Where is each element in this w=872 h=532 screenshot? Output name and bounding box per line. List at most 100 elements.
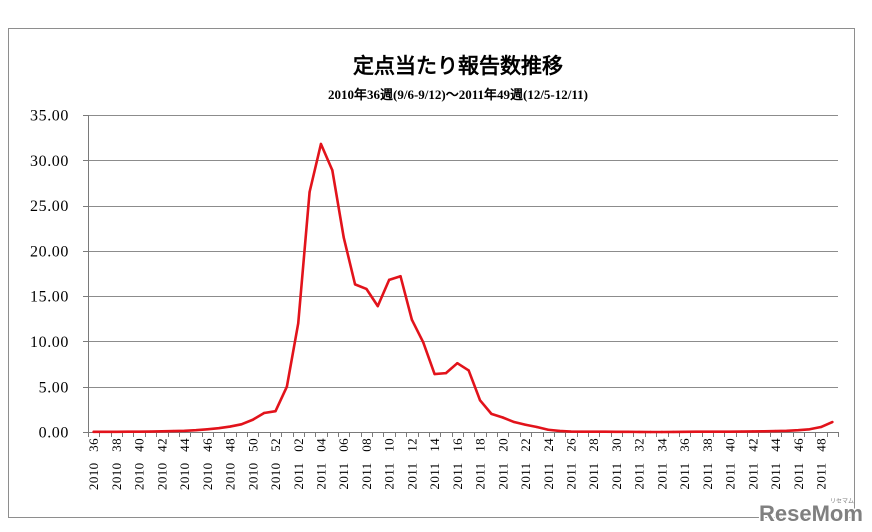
data-point xyxy=(217,427,220,430)
x-tick-label: 2011 38 xyxy=(700,438,715,490)
data-point xyxy=(501,416,504,419)
data-point xyxy=(615,430,618,434)
y-tick-label: 10.00 xyxy=(30,334,69,351)
data-point xyxy=(433,372,436,376)
data-point xyxy=(251,418,254,421)
x-tick-label: 2010 40 xyxy=(132,438,147,490)
x-tick-label: 2010 50 xyxy=(245,438,260,490)
data-point xyxy=(797,428,800,432)
x-tick-label: 2011 26 xyxy=(564,438,579,490)
data-point xyxy=(706,430,709,433)
data-point xyxy=(660,430,664,434)
data-point xyxy=(444,371,448,375)
data-point xyxy=(649,430,652,434)
data-point xyxy=(160,430,164,433)
y-tick-label: 35.00 xyxy=(30,108,69,125)
data-point xyxy=(819,425,823,429)
data-point xyxy=(319,142,323,146)
data-point xyxy=(524,423,527,426)
x-tick-label: 2011 30 xyxy=(609,438,624,490)
y-tick-label: 15.00 xyxy=(30,289,69,306)
gridlines xyxy=(88,115,838,388)
data-point xyxy=(285,385,289,388)
data-point xyxy=(467,369,470,372)
data-point xyxy=(592,430,595,433)
x-tick-label: 2011 06 xyxy=(336,438,351,490)
data-point xyxy=(353,283,357,286)
x-tick-label: 2011 44 xyxy=(768,438,783,490)
x-tick-label: 2011 48 xyxy=(814,438,829,490)
x-tick-label: 2011 18 xyxy=(473,438,488,490)
x-tick-label: 2011 10 xyxy=(382,438,397,490)
x-tick-label: 2011 32 xyxy=(632,438,647,490)
data-point xyxy=(512,420,516,424)
data-point xyxy=(547,428,550,431)
data-point xyxy=(717,430,720,433)
data-point xyxy=(478,399,482,402)
x-tick-label: 2010 42 xyxy=(154,438,169,490)
data-point xyxy=(399,275,402,278)
data-point xyxy=(740,430,743,433)
data-point xyxy=(137,430,141,433)
chart-title: 定点当たり報告数推移 xyxy=(353,53,563,78)
data-point xyxy=(103,430,107,434)
x-tick-label: 2011 02 xyxy=(291,438,306,490)
data-point xyxy=(785,429,789,433)
x-tick-label: 2011 14 xyxy=(427,438,442,490)
x-tick-label: 2011 40 xyxy=(723,438,738,490)
y-axis: 0.00 5.00 10.00 15.00 20.00 25.00 30.00 35.00 xyxy=(30,108,89,442)
series xyxy=(92,142,834,434)
data-point xyxy=(274,409,277,413)
x-tick-label: 2011 22 xyxy=(518,438,533,490)
y-tick-label: 5.00 xyxy=(39,379,69,396)
data-point xyxy=(637,430,641,434)
x-tick-label: 2011 04 xyxy=(314,438,329,490)
data-point xyxy=(126,430,129,433)
data-point xyxy=(456,361,459,365)
data-point xyxy=(581,430,584,433)
x-tick-label: 2011 24 xyxy=(541,438,556,490)
y-tick-label: 25.00 xyxy=(30,198,69,215)
data-point xyxy=(206,428,209,431)
x-tick-label: 2011 12 xyxy=(404,438,419,490)
x-tick-label: 2010 52 xyxy=(268,438,283,490)
data-point xyxy=(774,429,777,433)
data-point xyxy=(387,278,391,282)
x-tick-label: 2011 16 xyxy=(450,438,465,490)
data-point xyxy=(149,430,152,433)
data-point xyxy=(297,322,300,325)
data-point xyxy=(183,429,186,433)
data-point xyxy=(115,430,118,434)
data-point xyxy=(92,430,95,434)
x-axis: 2010 36 2010 38 2010 40 2010 42 2010 44 2010 … xyxy=(86,432,839,490)
x-tick-label: 2011 34 xyxy=(654,438,669,490)
x-tick-label: 2010 36 xyxy=(86,438,101,490)
data-point xyxy=(308,190,311,194)
x-tick-label: 2010 44 xyxy=(177,438,192,490)
x-tick-label: 2011 42 xyxy=(745,438,760,490)
data-point xyxy=(672,430,675,434)
logo-ruby: リセマム xyxy=(830,498,854,505)
x-tick-label: 2011 28 xyxy=(586,438,601,490)
data-point xyxy=(558,429,561,433)
data-point xyxy=(762,430,766,433)
data-point xyxy=(262,411,266,415)
data-point xyxy=(240,423,243,426)
x-tick-label: 2011 08 xyxy=(359,438,374,490)
data-point xyxy=(342,236,345,239)
y-tick-label: 30.00 xyxy=(30,153,69,170)
resemom-logo: リセマム ReseMom xyxy=(758,498,865,528)
data-point xyxy=(569,430,573,433)
y-tick-label: 0.00 xyxy=(39,425,69,442)
data-point xyxy=(172,429,175,433)
data-point xyxy=(331,169,334,172)
data-point xyxy=(751,430,754,433)
chart-subtitle: 2010年36週(9/6-9/12)～2011年49週(12/5-12/11) xyxy=(328,87,588,102)
data-point xyxy=(228,425,232,428)
data-point xyxy=(422,341,425,344)
x-tick-label: 2011 36 xyxy=(677,438,692,490)
x-tick-label: 2010 46 xyxy=(200,438,215,490)
x-tick-label: 2010 38 xyxy=(109,438,124,490)
data-point xyxy=(728,430,732,433)
